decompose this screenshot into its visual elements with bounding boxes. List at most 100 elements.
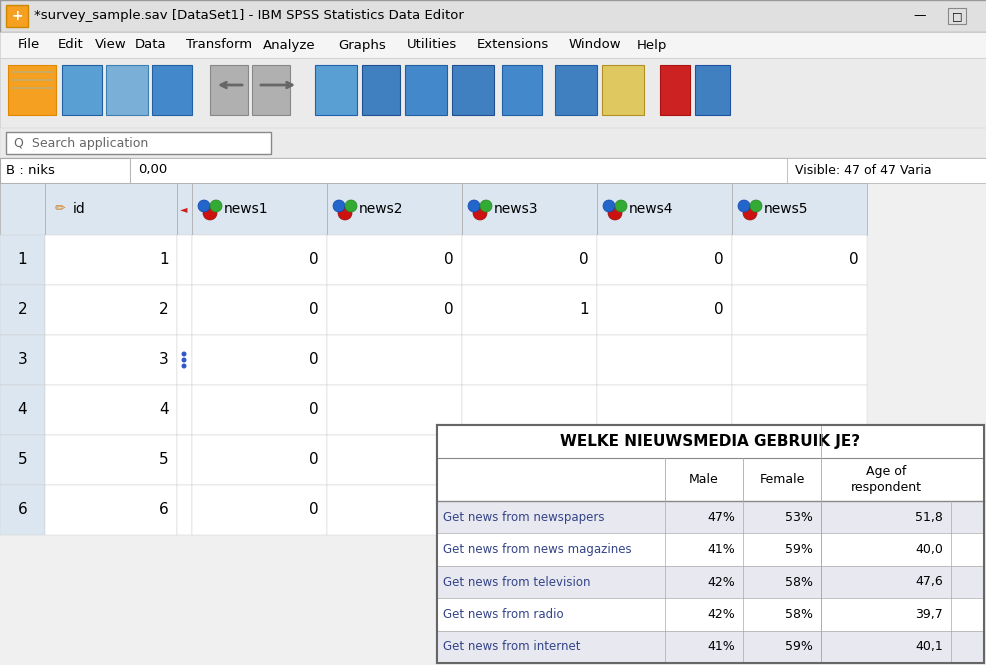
FancyBboxPatch shape xyxy=(0,335,45,385)
Text: 53%: 53% xyxy=(784,511,812,524)
FancyBboxPatch shape xyxy=(326,435,461,485)
Text: 58%: 58% xyxy=(784,608,812,621)
FancyBboxPatch shape xyxy=(437,501,983,533)
FancyBboxPatch shape xyxy=(947,8,965,24)
FancyBboxPatch shape xyxy=(437,630,983,663)
Text: 42%: 42% xyxy=(707,608,735,621)
Text: 5: 5 xyxy=(159,452,169,467)
Text: □: □ xyxy=(951,11,961,21)
Text: Data: Data xyxy=(135,39,167,51)
FancyBboxPatch shape xyxy=(502,65,541,115)
FancyBboxPatch shape xyxy=(732,385,866,435)
FancyBboxPatch shape xyxy=(45,235,176,285)
FancyBboxPatch shape xyxy=(732,285,866,335)
Text: Age of
respondent: Age of respondent xyxy=(850,465,921,493)
Text: ◄: ◄ xyxy=(180,204,187,214)
Circle shape xyxy=(479,200,491,212)
Text: View: View xyxy=(95,39,126,51)
Text: Help: Help xyxy=(636,39,667,51)
Text: Extensions: Extensions xyxy=(476,39,548,51)
Text: Get news from radio: Get news from radio xyxy=(443,608,563,621)
FancyBboxPatch shape xyxy=(176,335,192,385)
FancyBboxPatch shape xyxy=(0,485,45,535)
FancyBboxPatch shape xyxy=(461,435,597,485)
Text: news1: news1 xyxy=(224,202,268,216)
FancyBboxPatch shape xyxy=(192,183,326,235)
FancyBboxPatch shape xyxy=(176,285,192,335)
Text: 47,6: 47,6 xyxy=(914,575,942,589)
Circle shape xyxy=(210,200,222,212)
FancyBboxPatch shape xyxy=(0,183,45,235)
Text: Window: Window xyxy=(568,39,621,51)
Text: 40,1: 40,1 xyxy=(914,640,942,653)
FancyBboxPatch shape xyxy=(0,435,45,485)
FancyBboxPatch shape xyxy=(326,285,461,335)
Text: 1: 1 xyxy=(18,253,28,267)
FancyBboxPatch shape xyxy=(597,183,732,235)
Circle shape xyxy=(332,200,345,212)
Text: 0,00: 0,00 xyxy=(138,164,167,176)
Circle shape xyxy=(181,358,186,362)
FancyBboxPatch shape xyxy=(251,65,290,115)
FancyBboxPatch shape xyxy=(0,235,45,285)
Text: Male: Male xyxy=(688,473,718,486)
FancyBboxPatch shape xyxy=(461,183,597,235)
Text: 6: 6 xyxy=(18,503,28,517)
Text: Transform: Transform xyxy=(185,39,251,51)
Text: 0: 0 xyxy=(309,452,318,467)
Text: 41%: 41% xyxy=(707,640,735,653)
FancyBboxPatch shape xyxy=(176,235,192,285)
Text: —: — xyxy=(913,9,925,23)
Circle shape xyxy=(602,200,614,212)
Text: 42%: 42% xyxy=(707,575,735,589)
Text: File: File xyxy=(18,39,40,51)
Text: 0: 0 xyxy=(309,303,318,317)
FancyBboxPatch shape xyxy=(0,158,130,183)
Text: news5: news5 xyxy=(763,202,808,216)
Circle shape xyxy=(181,364,186,368)
FancyBboxPatch shape xyxy=(45,435,176,485)
Circle shape xyxy=(738,200,749,212)
Text: Edit: Edit xyxy=(58,39,84,51)
FancyBboxPatch shape xyxy=(0,158,986,183)
Text: Analyze: Analyze xyxy=(262,39,316,51)
Circle shape xyxy=(607,206,621,220)
FancyBboxPatch shape xyxy=(452,65,494,115)
Text: 2: 2 xyxy=(18,303,28,317)
FancyBboxPatch shape xyxy=(437,598,983,630)
Text: 39,7: 39,7 xyxy=(914,608,942,621)
FancyBboxPatch shape xyxy=(660,65,689,115)
Text: 0: 0 xyxy=(444,303,454,317)
Text: news2: news2 xyxy=(359,202,403,216)
FancyBboxPatch shape xyxy=(0,385,45,435)
FancyBboxPatch shape xyxy=(45,183,176,235)
Text: Get news from television: Get news from television xyxy=(443,575,590,589)
Text: news3: news3 xyxy=(494,202,538,216)
FancyBboxPatch shape xyxy=(326,385,461,435)
Circle shape xyxy=(742,206,756,220)
Text: 4: 4 xyxy=(159,402,169,418)
FancyBboxPatch shape xyxy=(192,435,326,485)
Text: 1: 1 xyxy=(579,303,589,317)
FancyBboxPatch shape xyxy=(0,32,986,58)
FancyBboxPatch shape xyxy=(315,65,357,115)
FancyBboxPatch shape xyxy=(0,128,986,158)
Text: 51,8: 51,8 xyxy=(914,511,942,524)
FancyBboxPatch shape xyxy=(597,285,732,335)
FancyBboxPatch shape xyxy=(152,65,192,115)
FancyBboxPatch shape xyxy=(0,285,45,335)
FancyBboxPatch shape xyxy=(192,235,326,285)
Text: Female: Female xyxy=(758,473,804,486)
FancyBboxPatch shape xyxy=(461,385,597,435)
Circle shape xyxy=(345,200,357,212)
Text: Utilities: Utilities xyxy=(406,39,457,51)
Text: 41%: 41% xyxy=(707,543,735,556)
FancyBboxPatch shape xyxy=(597,485,732,535)
FancyBboxPatch shape xyxy=(461,485,597,535)
FancyBboxPatch shape xyxy=(45,285,176,335)
Text: 58%: 58% xyxy=(784,575,812,589)
FancyBboxPatch shape xyxy=(6,132,271,154)
Text: 2: 2 xyxy=(159,303,169,317)
Text: Get news from internet: Get news from internet xyxy=(443,640,580,653)
FancyBboxPatch shape xyxy=(45,385,176,435)
